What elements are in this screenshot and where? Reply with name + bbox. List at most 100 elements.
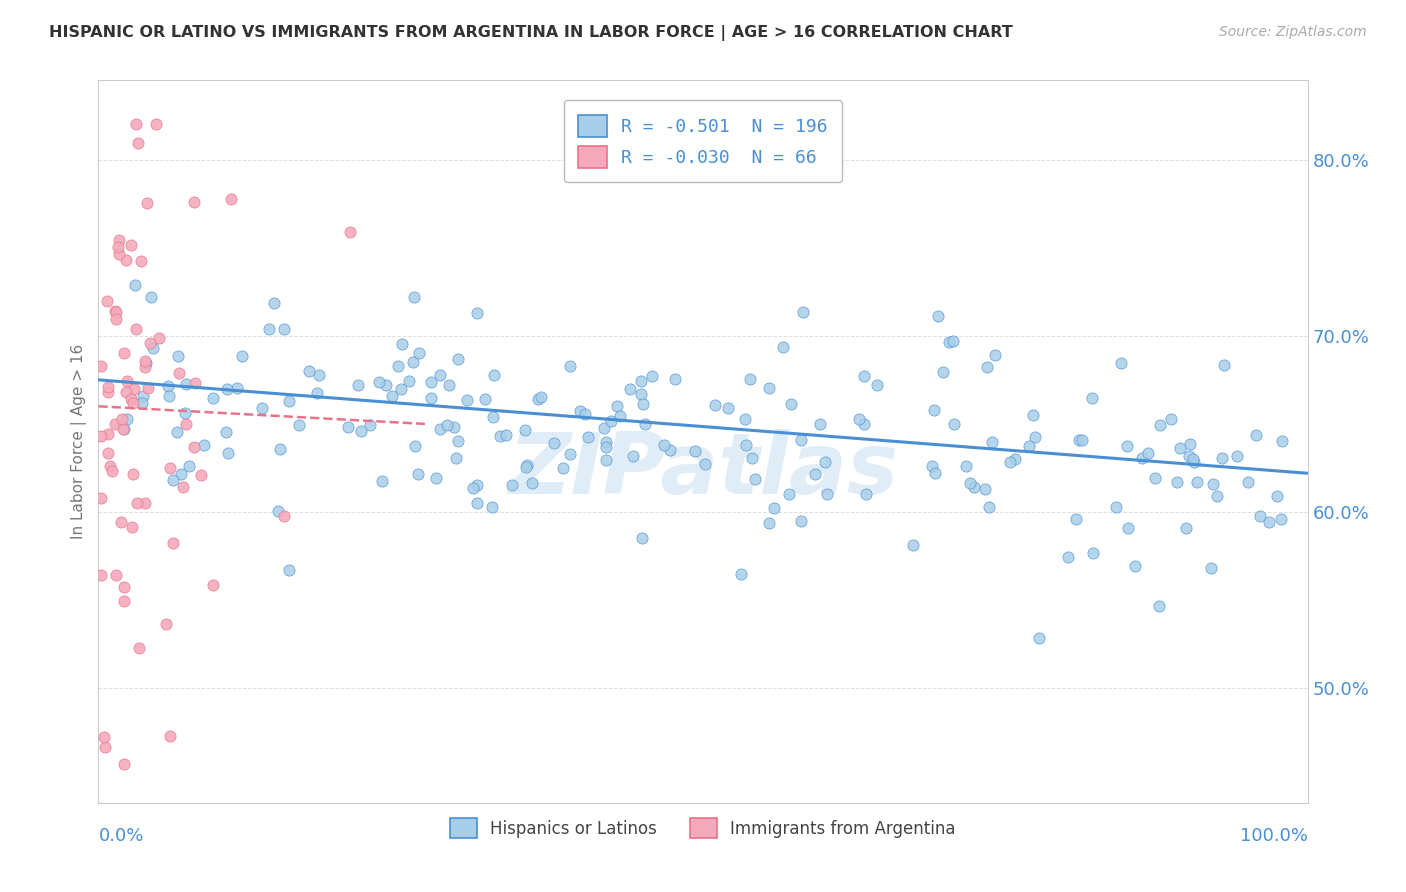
Point (482, 410, 505, 425)
Point (955, 458, 977, 473)
Point (305, 386, 328, 401)
Point (973, 483, 995, 497)
Point (1201, 561, 1223, 575)
Point (852, 417, 875, 432)
Point (97, 379, 120, 393)
Point (1249, 509, 1271, 524)
Point (1028, 632, 1050, 646)
Point (740, 372, 762, 386)
Point (420, 376, 443, 390)
Point (1024, 430, 1046, 444)
Point (495, 428, 517, 442)
Point (1071, 433, 1094, 447)
Point (1081, 392, 1104, 406)
Point (465, 496, 488, 510)
Point (193, 438, 215, 452)
Point (763, 500, 786, 515)
Point (1182, 451, 1205, 466)
Point (959, 476, 981, 491)
Point (138, 336, 160, 351)
Point (599, 415, 621, 429)
Point (1116, 439, 1139, 453)
Text: 100.0%: 100.0% (1240, 828, 1308, 846)
Point (921, 458, 943, 473)
Point (595, 453, 617, 467)
Point (465, 306, 488, 320)
Point (176, 377, 198, 392)
Point (350, 424, 373, 438)
Point (530, 391, 553, 405)
Point (693, 458, 716, 472)
Point (174, 417, 197, 431)
Point (1168, 442, 1191, 456)
Point (922, 402, 945, 417)
Point (633, 417, 655, 432)
Point (730, 566, 752, 581)
Point (391, 337, 413, 351)
Point (359, 417, 381, 432)
Point (112, 580, 135, 594)
Text: ZIPatlas: ZIPatlas (508, 429, 898, 512)
Point (162, 474, 184, 488)
Point (758, 380, 780, 394)
Point (866, 378, 889, 392)
Point (159, 461, 181, 475)
Point (134, 496, 156, 510)
Point (790, 433, 813, 447)
Point (1123, 559, 1146, 574)
Point (482, 368, 505, 382)
Point (488, 429, 510, 443)
Point (90, 491, 112, 506)
Point (263, 295, 285, 310)
Point (107, 247, 129, 261)
Point (808, 417, 831, 432)
Point (901, 538, 924, 552)
Point (174, 406, 197, 420)
Point (513, 423, 536, 437)
Point (641, 368, 664, 383)
Point (112, 346, 135, 360)
Point (252, 401, 274, 415)
Point (924, 466, 946, 480)
Point (942, 334, 965, 348)
Point (558, 359, 581, 373)
Point (652, 438, 675, 452)
Point (96, 293, 118, 308)
Point (569, 404, 592, 418)
Point (217, 446, 239, 460)
Point (367, 375, 389, 389)
Point (90, 567, 112, 582)
Point (97, 446, 120, 460)
Point (94, 739, 117, 754)
Point (381, 389, 404, 403)
Point (190, 467, 212, 482)
Point (277, 563, 299, 577)
Point (515, 459, 537, 474)
Point (219, 192, 242, 206)
Point (1175, 521, 1198, 535)
Point (257, 321, 280, 335)
Point (734, 411, 756, 425)
Point (735, 438, 758, 452)
Point (848, 412, 870, 426)
Point (120, 392, 142, 407)
Point (117, 375, 139, 389)
Point (815, 487, 838, 501)
Point (225, 380, 247, 394)
Point (129, 253, 152, 268)
Point (339, 225, 361, 239)
Point (980, 435, 1002, 450)
Point (1018, 439, 1040, 453)
Point (814, 454, 837, 468)
Point (121, 467, 143, 482)
Point (166, 349, 188, 363)
Point (716, 401, 738, 415)
Point (387, 359, 409, 373)
Point (406, 467, 429, 481)
Point (201, 578, 224, 592)
Point (336, 419, 359, 434)
Point (463, 481, 485, 495)
Point (976, 359, 998, 374)
Point (943, 417, 966, 431)
Point (447, 351, 470, 366)
